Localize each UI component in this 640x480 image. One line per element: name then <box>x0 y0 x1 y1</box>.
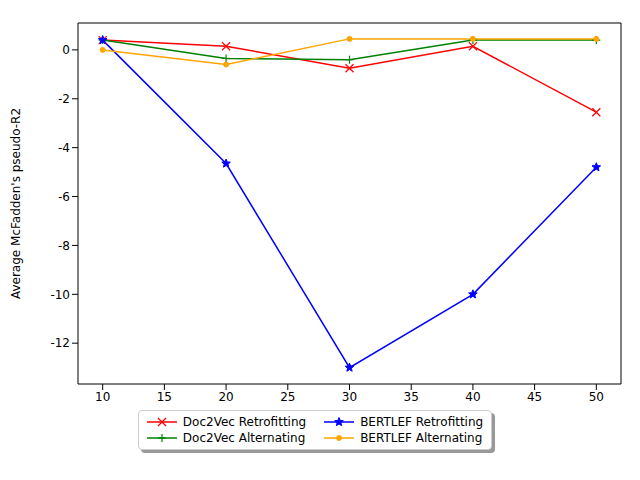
svg-text:30: 30 <box>342 390 357 404</box>
svg-text:45: 45 <box>527 390 542 404</box>
svg-text:20: 20 <box>218 390 233 404</box>
svg-text:10: 10 <box>95 390 110 404</box>
svg-text:Average McFadden's pseudo-R2: Average McFadden's pseudo-R2 <box>9 108 23 299</box>
svg-text:-6: -6 <box>58 190 70 204</box>
svg-text:-8: -8 <box>58 239 70 253</box>
svg-text:15: 15 <box>157 390 172 404</box>
html-text:Doc2Vec Retrofitting: Doc2Vec Retrofitting <box>182 415 307 429</box>
svg-text:-2: -2 <box>58 92 70 106</box>
svg-text:-4: -4 <box>58 141 70 155</box>
svg-text:-12: -12 <box>50 336 70 350</box>
svg-text:35: 35 <box>404 390 419 404</box>
svg-text:50: 50 <box>589 390 604 404</box>
svg-text:25: 25 <box>280 390 295 404</box>
svg-text:40: 40 <box>465 390 480 404</box>
html-text:Doc2Vec Alternating: Doc2Vec Alternating <box>182 431 306 445</box>
svg-text:0: 0 <box>62 43 70 57</box>
html-text:BERTLEF Alternating: BERTLEF Alternating <box>360 431 483 445</box>
svg-text:-10: -10 <box>50 288 70 302</box>
html-text:BERTLEF Retrofitting: BERTLEF Retrofitting <box>360 415 484 429</box>
